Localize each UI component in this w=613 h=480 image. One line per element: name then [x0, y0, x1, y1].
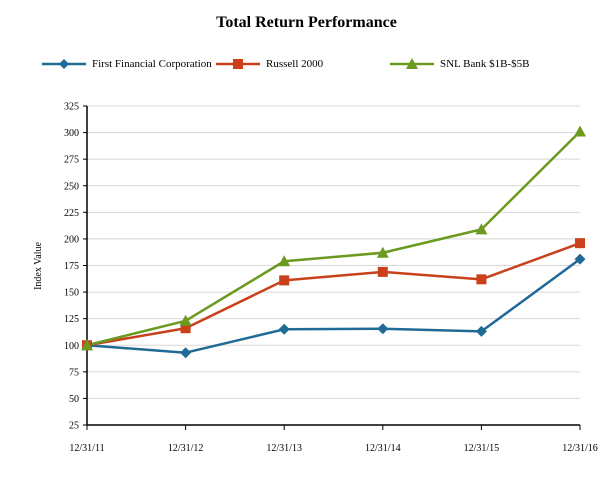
data-point-marker — [278, 255, 291, 267]
y-tick-label: 225 — [64, 208, 79, 219]
series-line-0 — [86, 258, 581, 354]
x-tick-labels: 12/31/11 12/31/12 12/31/13 12/31/14 12/31/15… — [69, 443, 597, 454]
y-tick-label: 125 — [64, 314, 79, 325]
data-point-marker — [476, 274, 487, 285]
y-tick-label: 300 — [64, 128, 79, 139]
y-tick-label: 50 — [69, 394, 79, 405]
series-line-2 — [86, 130, 581, 347]
y-tick-labels: 25 50 75 100 125 150 175 200 225 250 275 300 325 — [64, 102, 79, 432]
chart-title: Total Return Performance — [216, 14, 397, 31]
grid-lines — [83, 105, 580, 426]
data-point-marker — [180, 323, 191, 334]
legend-swatch-first-financial — [42, 59, 86, 69]
y-tick-label: 150 — [64, 288, 79, 299]
data-point-marker — [574, 125, 586, 137]
y-tick-label: 25 — [69, 421, 79, 432]
x-tick-label: 12/31/13 — [266, 443, 302, 454]
y-axis-title: Index Value — [33, 242, 44, 290]
x-tick-label: 12/31/15 — [464, 443, 500, 454]
x-tick-label: 12/31/14 — [365, 443, 401, 454]
series-lines — [86, 130, 581, 354]
data-point-marker — [475, 325, 487, 337]
data-point-marker — [81, 339, 93, 351]
data-point-marker — [278, 323, 290, 335]
legend-label-snl-bank: SNL Bank $1B-$5B — [440, 58, 530, 70]
data-point-marker — [575, 238, 585, 249]
data-point-marker — [377, 266, 388, 277]
series-line-1 — [86, 241, 581, 347]
y-tick-label: 75 — [69, 367, 79, 378]
data-point-marker — [376, 246, 389, 258]
legend-item-first-financial: First Financial Corporation — [42, 54, 212, 74]
y-tick-label: 175 — [64, 261, 79, 272]
legend-swatch-russell-2000 — [216, 59, 260, 69]
legend-item-russell-2000: Russell 2000 — [216, 54, 323, 74]
series-markers — [81, 125, 586, 359]
y-tick-label: 200 — [64, 234, 79, 245]
legend-item-snl-bank: SNL Bank $1B-$5B — [390, 54, 529, 74]
y-tick-label: 100 — [64, 341, 79, 352]
legend-label-first-financial: First Financial Corporation — [92, 58, 212, 70]
data-point-marker — [574, 253, 586, 265]
legend-label-russell-2000: Russell 2000 — [266, 58, 324, 70]
data-point-marker — [279, 275, 290, 286]
y-tick-label: 325 — [64, 102, 79, 113]
legend-swatch-snl-bank — [390, 58, 434, 69]
x-tick-label: 12/31/11 — [69, 443, 104, 454]
axes — [86, 106, 581, 430]
data-point-marker — [377, 323, 389, 335]
data-point-marker — [475, 223, 488, 235]
data-point-marker — [179, 314, 192, 326]
legend: First Financial Corporation Russell 2000… — [0, 54, 613, 74]
y-tick-label: 250 — [64, 181, 79, 192]
y-tick-label: 275 — [64, 155, 79, 166]
x-tick-label: 12/31/16 — [562, 443, 598, 454]
x-tick-label: 12/31/12 — [168, 443, 204, 454]
data-point-marker — [180, 347, 192, 359]
